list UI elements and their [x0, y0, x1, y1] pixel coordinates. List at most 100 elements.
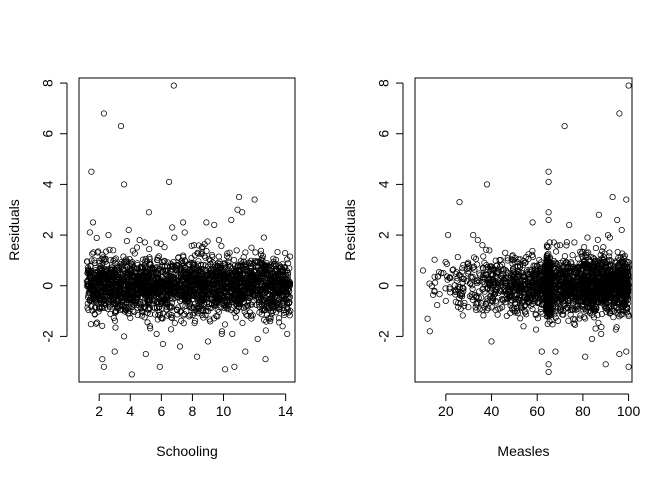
data-point	[211, 221, 218, 228]
data-point	[229, 330, 236, 337]
data-point	[234, 206, 241, 213]
data-point	[242, 249, 249, 256]
data-point	[88, 168, 95, 175]
data-point	[141, 305, 149, 312]
data-point	[443, 260, 450, 267]
x-tick-label: 4	[126, 403, 134, 419]
data-point	[199, 243, 206, 250]
data-point	[145, 299, 153, 306]
data-point	[121, 333, 128, 340]
data-point	[202, 262, 209, 269]
data-point	[233, 247, 240, 254]
data-point	[503, 312, 510, 319]
data-point	[176, 261, 183, 268]
y-tick-label: -2	[40, 330, 56, 343]
data-point	[156, 363, 163, 370]
data-point	[171, 319, 178, 327]
y-axis-title: Residuals	[6, 199, 22, 260]
data-point	[99, 251, 106, 258]
data-point	[211, 315, 218, 322]
points-group	[83, 82, 294, 378]
x-tick-label: 40	[484, 403, 500, 419]
data-point	[592, 325, 599, 332]
data-point	[434, 302, 441, 309]
data-point	[561, 253, 568, 260]
data-point	[145, 209, 152, 216]
data-point	[194, 353, 201, 360]
data-point	[128, 371, 135, 378]
data-point	[222, 366, 229, 373]
y-axis-title: Residuals	[342, 199, 358, 260]
data-point	[174, 307, 181, 314]
y-tick-label: 6	[40, 130, 56, 138]
data-point	[260, 234, 267, 241]
data-point	[281, 294, 288, 301]
x-tick-label: 8	[189, 403, 197, 419]
data-point	[180, 252, 187, 259]
data-point	[581, 244, 588, 251]
y-tick-label: 4	[40, 180, 56, 188]
data-point	[285, 279, 292, 286]
data-point	[251, 196, 258, 203]
data-point	[99, 356, 106, 363]
y-tick-label: 2	[376, 231, 392, 239]
data-point	[248, 244, 255, 251]
data-point	[267, 318, 274, 325]
data-point	[107, 310, 114, 318]
data-point	[436, 291, 443, 298]
data-point	[480, 312, 487, 319]
data-point	[614, 249, 621, 256]
data-point	[89, 250, 96, 257]
data-point	[181, 311, 188, 318]
x-tick-label: 100	[617, 403, 641, 419]
data-point	[195, 250, 202, 257]
data-point	[156, 309, 163, 316]
data-point	[565, 317, 572, 324]
data-point	[262, 356, 269, 363]
data-point	[118, 259, 125, 266]
x-tick-label: 10	[216, 403, 232, 419]
data-point	[86, 229, 93, 236]
data-point	[569, 252, 576, 259]
data-point	[159, 340, 166, 348]
data-point	[87, 321, 94, 328]
data-point	[204, 338, 212, 345]
data-point	[103, 248, 110, 255]
data-point	[171, 234, 178, 241]
data-point	[110, 247, 117, 254]
data-point	[170, 82, 177, 89]
data-point	[155, 253, 163, 260]
x-tick-label: 20	[438, 403, 454, 419]
data-point	[231, 256, 238, 264]
y-tick-label: -2	[376, 330, 392, 343]
data-point	[232, 314, 239, 321]
data-point	[221, 321, 229, 328]
data-point	[221, 261, 228, 268]
data-point	[147, 261, 154, 268]
data-point	[550, 239, 557, 246]
data-point	[218, 330, 225, 337]
x-axis-title: Measles	[497, 443, 549, 459]
data-point	[136, 237, 143, 244]
data-point	[93, 234, 100, 241]
x-tick-label: 14	[278, 403, 294, 419]
data-point	[95, 248, 102, 255]
data-point	[242, 348, 249, 355]
data-point	[111, 256, 118, 263]
data-point	[431, 256, 438, 263]
data-point	[117, 123, 125, 130]
data-point	[111, 348, 118, 355]
y-tick-label: 4	[376, 180, 392, 188]
data-point	[192, 317, 199, 324]
data-point	[279, 323, 286, 330]
data-point	[127, 314, 134, 322]
data-point	[279, 272, 286, 280]
data-point	[275, 315, 283, 322]
data-point	[191, 319, 198, 327]
data-point	[92, 303, 99, 311]
data-point	[157, 240, 164, 247]
data-point	[133, 244, 141, 251]
data-point	[254, 335, 261, 342]
data-point	[239, 319, 246, 327]
